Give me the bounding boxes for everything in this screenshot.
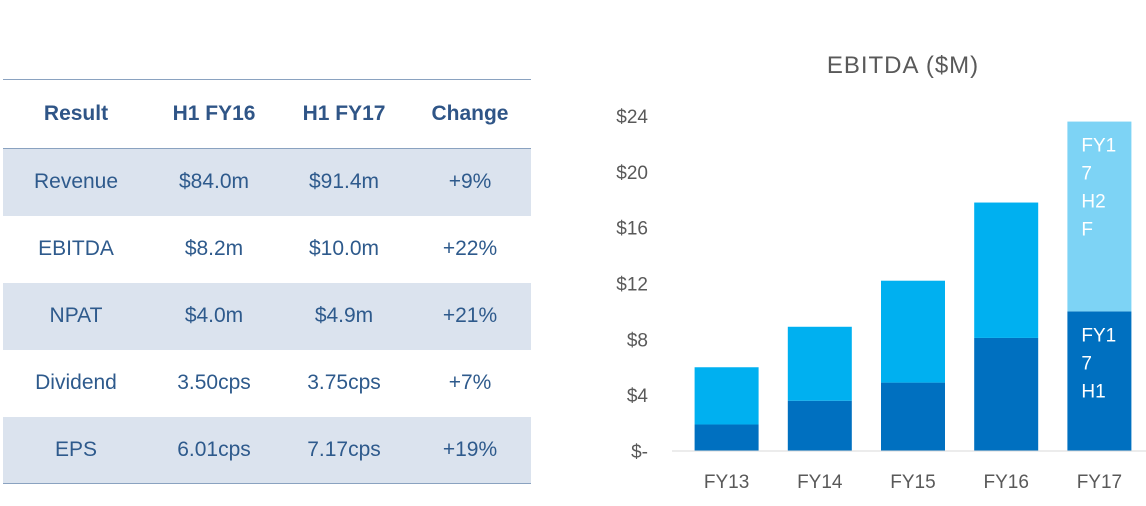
table-row: Dividend 3.50cps 3.75cps +7% xyxy=(3,350,531,417)
h1-fy17-value: $10.0m xyxy=(308,237,380,260)
h1-fy17-value: 7.17cps xyxy=(307,437,381,461)
bar-segment-fy13-h1 xyxy=(694,424,759,451)
x-tick-label: FY17 xyxy=(1077,472,1122,493)
change-value: +7% xyxy=(448,371,492,394)
column-header-h1-fy16: H1 FY16 xyxy=(172,102,256,125)
h1-fy16-value: $4.0m xyxy=(184,304,244,327)
bar-annotations: FY1 7 H1 FY1 7 H2 F xyxy=(1081,136,1116,403)
bars xyxy=(694,121,1132,451)
row-label: Dividend xyxy=(35,371,117,394)
bar-segment-fy14-h1 xyxy=(787,400,852,451)
bar-segment-fy17-fy17-h2f xyxy=(1067,121,1132,312)
y-tick-label: $20 xyxy=(616,163,648,184)
table-header-row: Result H1 FY16 H1 FY17 Change xyxy=(3,79,531,149)
y-tick-label: $24 xyxy=(616,107,648,128)
x-tick-label: FY15 xyxy=(890,472,935,493)
bar-segment-fy15-h2 xyxy=(881,280,945,383)
h1-fy16-value: $84.0m xyxy=(178,170,250,194)
results-table: Result H1 FY16 H1 FY17 Change Revenue $8… xyxy=(3,79,531,484)
y-tick-label: $4 xyxy=(627,386,649,407)
table-row: EPS 6.01cps 7.17cps +19% xyxy=(3,416,531,484)
bar-annotation: FY1 7 H2 F xyxy=(1081,136,1116,241)
change-value: +21% xyxy=(442,304,498,327)
chart-title: EBITDA ($M) xyxy=(827,52,979,79)
column-header-result: Result xyxy=(43,102,109,125)
bar-segment-fy16-h1 xyxy=(974,337,1039,451)
x-axis: FY13 FY14 FY15 FY16 FY17 xyxy=(672,450,1146,493)
row-label: NPAT xyxy=(49,304,103,327)
table-row: NPAT $4.0m $4.9m +21% xyxy=(3,282,531,350)
h1-fy17-value: 3.75cps xyxy=(307,371,381,394)
bar-segment-fy17-h1 xyxy=(1067,311,1132,451)
y-tick-label: $16 xyxy=(616,219,648,240)
h1-fy16-value: 6.01cps xyxy=(177,437,251,461)
x-tick-label: FY14 xyxy=(797,472,843,493)
row-label: Revenue xyxy=(33,170,119,194)
y-tick-label: $12 xyxy=(616,275,648,296)
ebitda-chart: EBITDA ($M) $-$4$8$12$16$20$24 FY13 FY14 F… xyxy=(616,52,1146,493)
change-value: +19% xyxy=(442,437,498,461)
h1-fy16-value: $8.2m xyxy=(184,237,244,260)
column-header-h1-fy17: H1 FY17 xyxy=(302,102,386,125)
x-tick-label: FY16 xyxy=(983,472,1028,493)
h1-fy17-value: $91.4m xyxy=(308,170,380,194)
x-tick-label: FY13 xyxy=(704,472,749,493)
y-tick-label: $8 xyxy=(627,330,648,351)
bar-segment-fy14-h2 xyxy=(787,326,852,401)
y-tick-label: $- xyxy=(631,442,648,463)
table-row: Revenue $84.0m $91.4m +9% xyxy=(3,148,531,216)
y-axis: $- $4 $8 $12 $16 $20 $24 xyxy=(616,107,648,463)
row-label: EPS xyxy=(54,437,98,461)
row-label: EBITDA xyxy=(38,237,114,260)
h1-fy16-value: 3.50cps xyxy=(177,371,251,394)
h1-fy17-value: $4.9m xyxy=(314,304,374,327)
table-row: EBITDA $8.2m $10.0m +22% xyxy=(3,216,531,283)
change-value: +9% xyxy=(448,170,492,194)
column-header-change: Change xyxy=(431,102,509,125)
bar-segment-fy16-h2 xyxy=(974,202,1039,338)
bar-annotation: FY1 7 H1 xyxy=(1081,325,1116,402)
bar-segment-fy15-h1 xyxy=(881,382,945,451)
change-value: +22% xyxy=(442,237,498,260)
bar-segment-fy13-h2 xyxy=(694,367,759,425)
